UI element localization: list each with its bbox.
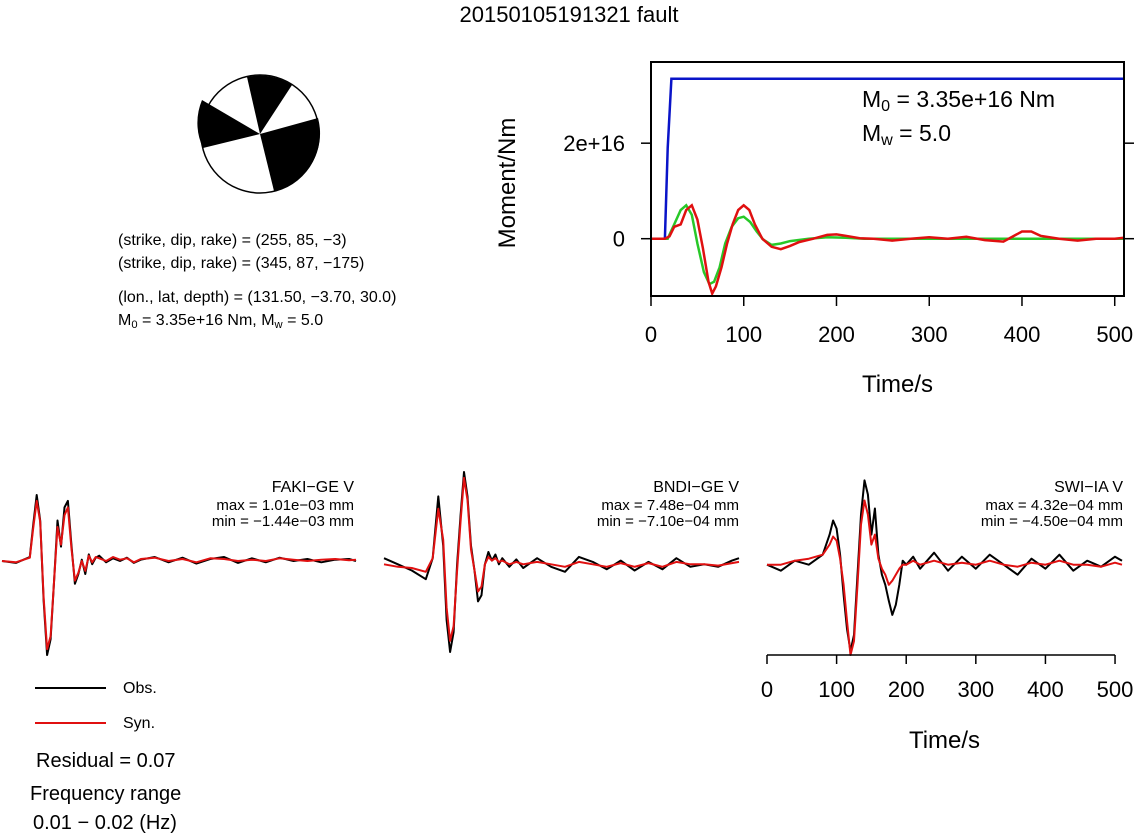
mw-subscript: w (274, 318, 283, 331)
moment-plot: 0 100 200 300 400 500 0 2e+16 Time/s Moment/Nm (494, 61, 1134, 398)
beach-ball-quadrant-w (197, 100, 260, 148)
station-2-min: min = −7.10e−04 mm (596, 513, 739, 530)
residual-text: Residual = 0.07 (36, 750, 176, 772)
waveform-x-tick-label: 200 (888, 677, 925, 702)
nodal-plane-2: (strike, dip, rake) = (345, 87, −175) (118, 256, 364, 272)
moment-y-tick-label: 0 (613, 227, 625, 252)
waveform-x-tick-label: 300 (957, 677, 994, 702)
hypocenter-location: (lon., lat, depth) = (131.50, −3.70, 30.… (118, 290, 396, 306)
waveform-3-syn (767, 499, 1123, 656)
legend-syn-label: Syn. (123, 715, 156, 732)
station-1-min: min = −1.44e−03 mm (211, 513, 354, 530)
station-3-label: SWI−IA V (1054, 479, 1123, 496)
station-1-max: max = 1.01e−03 mm (216, 497, 354, 514)
waveform-1-syn (1, 499, 357, 651)
figure-title: 20150105191321 fault (459, 2, 679, 27)
annotation-mw-text: = 5.0 (892, 120, 951, 146)
waveform-x-tick-label: 500 (1097, 677, 1134, 702)
m0-subscript: 0 (131, 318, 138, 331)
legend-lines (35, 687, 106, 724)
moment-x-tick-label: 400 (1004, 322, 1041, 347)
moment-annotation-mw: Mw = 5.0 (862, 120, 951, 150)
moment-series-2 (651, 203, 1124, 286)
location-prefix: (lon., lat, depth) = (118, 289, 248, 306)
station-1-label: FAKI−GE V (271, 479, 354, 496)
m0-text: = 3.35e+16 Nm, (137, 312, 262, 329)
annotation-m0-text: = 3.35e+16 Nm (890, 86, 1056, 112)
moment-x-tick-label: 500 (1096, 322, 1133, 347)
frequency-range-label: Frequency range (30, 783, 182, 805)
magnitude-line: M0 = 3.35e+16 Nm, Mw = 5.0 (118, 313, 323, 331)
beach-ball-quadrant-n (247, 75, 292, 134)
waveform-2-syn (383, 476, 740, 642)
annotation-m0-symbol: M (862, 86, 882, 112)
waveform-x-tick-label: 400 (1027, 677, 1064, 702)
waveform-x-tick-label: 100 (818, 677, 855, 702)
station-3-min: min = −4.50e−04 mm (980, 513, 1123, 530)
mw-symbol: M (261, 312, 275, 329)
nodal-plane-2-values: (345, 87, −175) (255, 255, 365, 272)
moment-x-tick-label: 300 (911, 322, 948, 347)
moment-plot-frame (650, 61, 1125, 297)
station-2-max: max = 7.48e−04 mm (601, 497, 739, 514)
annotation-mw-subscript: w (881, 131, 893, 150)
nodal-plane-1-prefix: (strike, dip, rake) = (118, 232, 256, 249)
moment-series-3 (651, 203, 1125, 297)
waveform-2-obs (383, 471, 740, 653)
legend-obs-label: Obs. (123, 680, 157, 697)
nodal-plane-1-values: (255, 85, −3) (255, 232, 347, 249)
beach-ball (197, 74, 321, 194)
annotation-mw-symbol: M (862, 120, 882, 146)
station-2-label: BNDI−GE V (653, 479, 739, 496)
moment-annotation-m0: M0 = 3.35e+16 Nm (862, 86, 1056, 116)
location-values: (131.50, −3.70, 30.0) (247, 289, 397, 306)
moment-x-tick-label: 100 (725, 322, 762, 347)
moment-x-tick-label: 200 (818, 322, 855, 347)
waveform-x-tick-label: 0 (761, 677, 773, 702)
m0-symbol: M (118, 312, 132, 329)
nodal-plane-2-prefix: (strike, dip, rake) = (118, 255, 256, 272)
waveform-plots: 0 100 200 300 400 500 Time/s (1, 471, 1134, 754)
moment-x-tick-label: 0 (645, 322, 657, 347)
station-3-max: max = 4.32e−04 mm (985, 497, 1123, 514)
beach-ball-quadrant-e (260, 118, 321, 191)
waveform-x-axis-label: Time/s (909, 727, 980, 754)
moment-x-axis-label: Time/s (862, 371, 933, 398)
frequency-range-value: 0.01 − 0.02 (Hz) (33, 812, 177, 834)
annotation-m0-subscript: 0 (881, 97, 891, 116)
moment-y-tick-label: 2e+16 (563, 131, 625, 156)
moment-y-axis-label: Moment/Nm (494, 118, 521, 249)
mw-text: = 5.0 (282, 312, 324, 329)
nodal-plane-1: (strike, dip, rake) = (255, 85, −3) (118, 233, 347, 249)
